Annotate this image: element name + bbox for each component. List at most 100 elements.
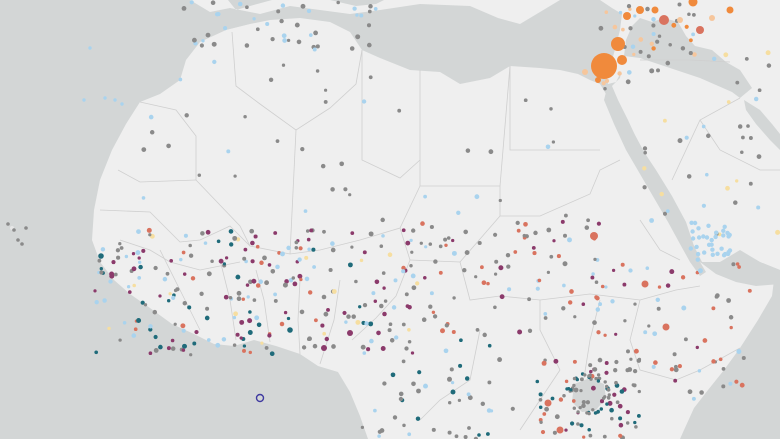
map-point-purple[interactable] <box>498 265 504 271</box>
map-point-purple[interactable] <box>625 410 630 415</box>
map-point-grey[interactable] <box>592 367 598 372</box>
map-point-coral[interactable] <box>653 360 658 365</box>
map-point-coral[interactable] <box>677 364 682 369</box>
map-point-lightblue[interactable] <box>423 383 428 389</box>
map-point-grey[interactable] <box>170 346 176 351</box>
map-point-grey[interactable] <box>588 363 593 368</box>
map-point-lightblue[interactable] <box>681 305 687 311</box>
map-point-grey[interactable] <box>572 406 576 410</box>
map-point-grey[interactable] <box>538 397 543 402</box>
map-point-lightblue[interactable] <box>206 338 211 342</box>
map-point-lightblue[interactable] <box>610 299 615 304</box>
map-point-grey[interactable] <box>401 322 406 327</box>
map-point-coral[interactable] <box>544 399 552 407</box>
map-point-peach[interactable] <box>582 69 588 75</box>
map-point-grey[interactable] <box>637 389 641 394</box>
map-point-teal[interactable] <box>487 343 492 348</box>
map-point-grey[interactable] <box>628 26 633 31</box>
map-point-purple[interactable] <box>382 311 387 317</box>
map-point-grey[interactable] <box>355 34 361 40</box>
map-point-teal[interactable] <box>618 416 623 421</box>
map-point-grey[interactable] <box>462 268 467 273</box>
map-point-grey[interactable] <box>416 388 421 394</box>
map-point-teal[interactable] <box>98 253 104 259</box>
map-point-grey[interactable] <box>166 143 171 149</box>
map-point-grey[interactable] <box>668 43 672 47</box>
map-point-purple[interactable] <box>451 238 455 243</box>
map-point-purple[interactable] <box>224 256 229 260</box>
map-point-lightblue[interactable] <box>697 268 703 274</box>
map-point-purple[interactable] <box>405 240 411 246</box>
map-point-purple[interactable] <box>376 330 381 336</box>
map-point-lightblue[interactable] <box>148 324 153 329</box>
map-point-grey[interactable] <box>596 373 601 377</box>
map-point-coral[interactable] <box>298 246 303 251</box>
map-point-purple[interactable] <box>382 286 386 290</box>
map-point-lightblue[interactable] <box>122 321 127 325</box>
map-point-teal[interactable] <box>575 377 579 382</box>
map-point-teal[interactable] <box>136 318 142 323</box>
map-point-coral[interactable] <box>486 281 490 286</box>
map-point-lightblue[interactable] <box>595 307 601 312</box>
map-point-grey[interactable] <box>452 296 456 300</box>
map-point-orange[interactable] <box>636 6 644 14</box>
map-point-lightblue[interactable] <box>258 279 263 284</box>
map-point-grey[interactable] <box>561 306 566 311</box>
map-point-lightblue[interactable] <box>273 292 278 297</box>
map-point-grey[interactable] <box>606 395 611 400</box>
map-point-grey[interactable] <box>475 328 480 332</box>
map-point-purple[interactable] <box>380 346 386 351</box>
map-point-grey[interactable] <box>281 63 286 67</box>
map-point-coral[interactable] <box>313 318 318 323</box>
map-point-purple[interactable] <box>239 319 245 325</box>
map-point-lightblue[interactable] <box>355 13 359 17</box>
map-point-purple[interactable] <box>235 332 240 337</box>
map-point-purple[interactable] <box>612 392 617 397</box>
map-point-teal[interactable] <box>579 423 584 428</box>
map-point-grey[interactable] <box>699 390 704 395</box>
map-point-grey[interactable] <box>692 13 696 17</box>
map-point-purple[interactable] <box>517 329 523 335</box>
map-point-teal[interactable] <box>550 396 555 401</box>
map-point-grey[interactable] <box>632 368 638 374</box>
map-point-lightblue[interactable] <box>183 233 188 238</box>
map-point-grey[interactable] <box>633 302 637 306</box>
map-point-purple[interactable] <box>350 231 355 235</box>
map-point-grey[interactable] <box>291 276 296 280</box>
map-point-grey[interactable] <box>588 433 593 438</box>
map-point-coral[interactable] <box>431 310 436 314</box>
map-point-grey[interactable] <box>602 434 607 439</box>
map-point-grey[interactable] <box>243 114 247 119</box>
map-point-coral[interactable] <box>523 221 528 227</box>
map-point-grey[interactable] <box>467 395 473 401</box>
map-point-purple[interactable] <box>320 323 325 328</box>
map-point-grey[interactable] <box>165 271 170 276</box>
map-point-grey[interactable] <box>721 367 726 371</box>
map-point-coral[interactable] <box>680 275 686 280</box>
map-point-purple[interactable] <box>342 310 347 315</box>
map-point-grey[interactable] <box>493 272 498 276</box>
map-point-grey[interactable] <box>404 292 409 297</box>
map-point-grey[interactable] <box>629 357 633 361</box>
map-point-purple[interactable] <box>267 333 272 338</box>
map-point-lightblue[interactable] <box>391 305 397 310</box>
map-point-grey[interactable] <box>634 425 638 429</box>
map-point-grey[interactable] <box>411 381 416 387</box>
map-point-lightblue[interactable] <box>429 291 434 296</box>
map-point-grey[interactable] <box>636 358 642 363</box>
selected-marker[interactable] <box>255 393 265 403</box>
map-point-grey[interactable] <box>662 211 668 216</box>
map-point-grey[interactable] <box>321 294 327 300</box>
map-point-lightblue[interactable] <box>136 229 141 234</box>
map-point-purple[interactable] <box>251 278 257 284</box>
map-point-purple[interactable] <box>158 294 162 298</box>
map-point-grey[interactable] <box>677 138 683 144</box>
map-point-grey[interactable] <box>181 5 187 11</box>
map-point-coral[interactable] <box>540 430 546 435</box>
map-point-grey[interactable] <box>118 242 122 246</box>
map-point-grey[interactable] <box>268 77 274 83</box>
map-point-grey[interactable] <box>527 328 533 333</box>
map-point-coral[interactable] <box>747 288 752 293</box>
map-point-grey[interactable] <box>232 235 238 241</box>
map-point-grey[interactable] <box>581 403 586 409</box>
